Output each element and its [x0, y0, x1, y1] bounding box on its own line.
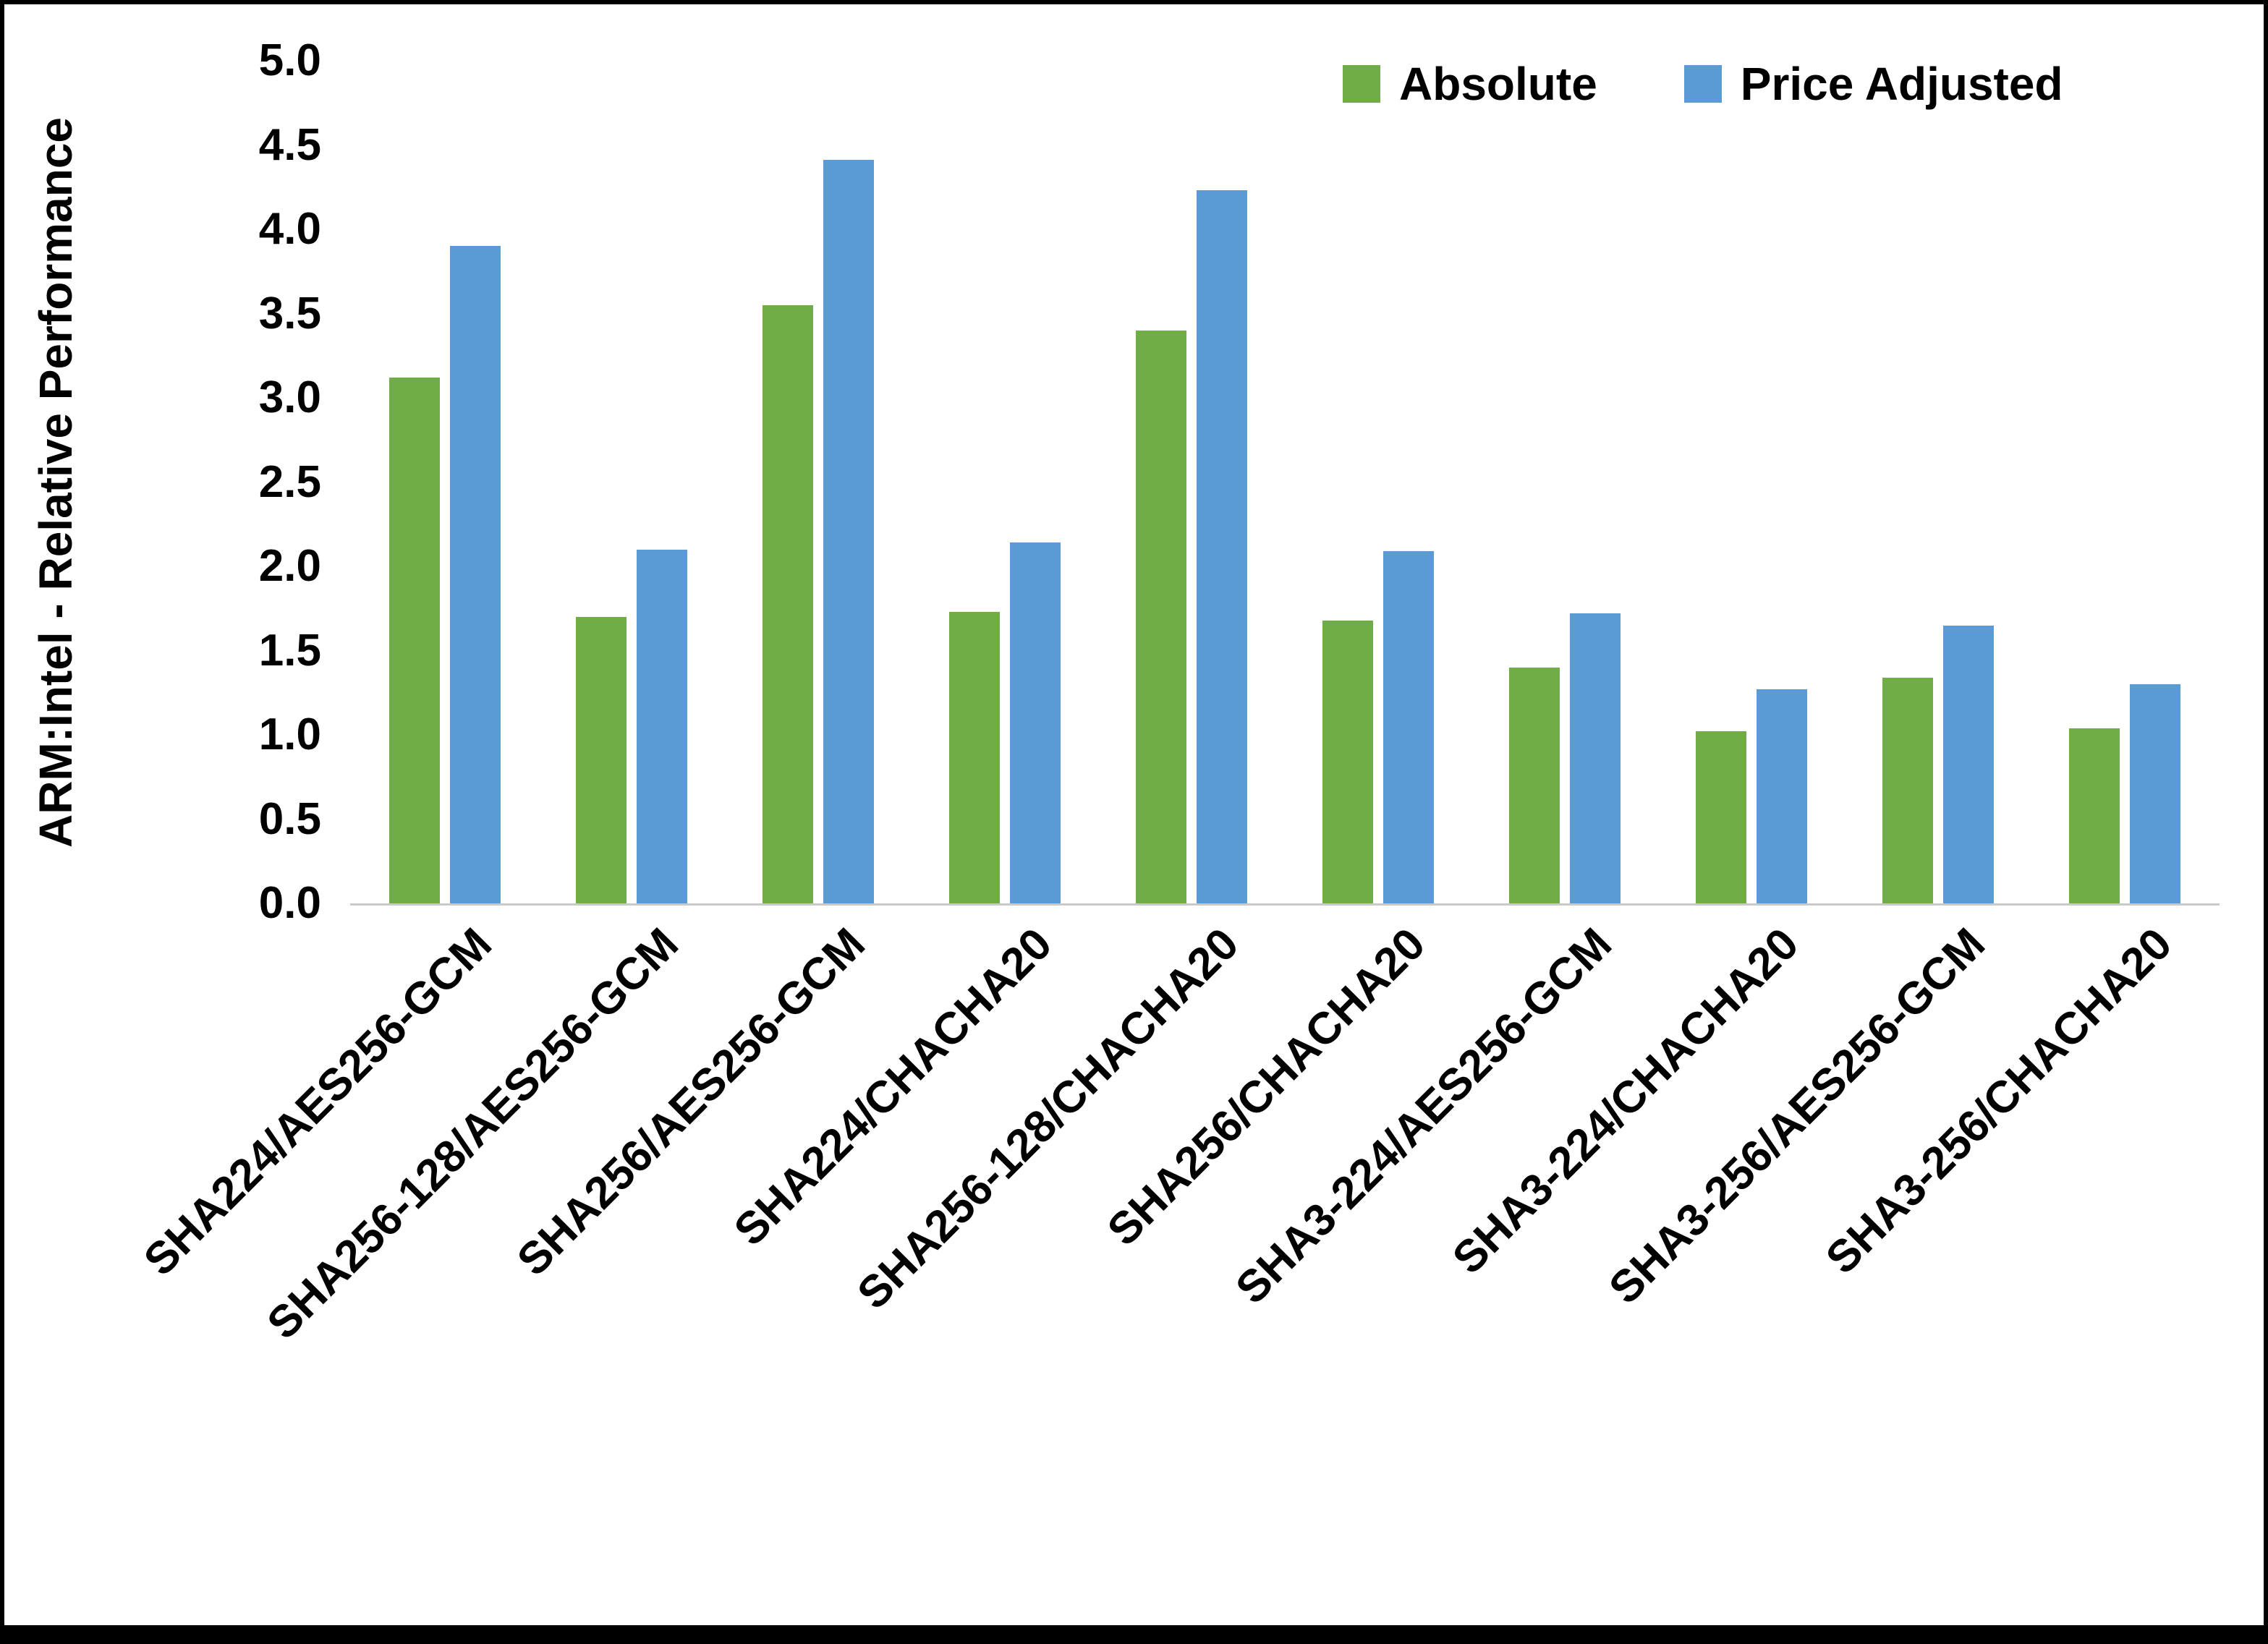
bar-price-adjusted [1383, 551, 1434, 903]
legend-item-price-adjusted: Price Adjusted [1683, 58, 2063, 110]
bar-price-adjusted [1757, 689, 1807, 903]
x-category-label-text: SHA256/AES256-GCM [508, 919, 875, 1286]
legend-swatch [1683, 65, 1722, 103]
bar-absolute [763, 304, 813, 903]
x-category-label-text: SHA224/CHACHA20 [724, 919, 1062, 1256]
legend-item-absolute: Absolute [1343, 61, 1597, 107]
y-tick-label: 2.0 [258, 541, 321, 591]
y-tick-label: 4.0 [258, 204, 321, 254]
y-tick-label: 4.5 [258, 119, 321, 170]
y-tick-label: 2.5 [258, 456, 321, 507]
y-tick-label: 3.5 [258, 288, 321, 338]
bar-price-adjusted [2130, 684, 2180, 903]
x-category-label-text: SHA256/CHACHA20 [1097, 919, 1435, 1256]
y-tick-label: 0.5 [258, 793, 321, 844]
x-axis-line [350, 903, 2220, 906]
x-category-label-text: SHA3-256/CHACHA20 [1816, 919, 2182, 1284]
legend-label: Absolute [1399, 58, 1597, 110]
x-category-label-text: SHA3-256/AES256-GCM [1600, 919, 1995, 1314]
bar-price-adjusted [637, 549, 687, 903]
legend: Absolute Price Adjusted [1343, 61, 2063, 107]
bar-absolute [2069, 728, 2120, 903]
y-tick-label: 5.0 [258, 35, 321, 85]
bar-absolute [389, 378, 440, 903]
bar-absolute [949, 611, 1000, 903]
bar-price-adjusted [1570, 613, 1621, 903]
bar-price-adjusted [450, 246, 501, 903]
y-tick-label: 1.5 [258, 625, 321, 676]
legend-label: Price Adjusted [1740, 58, 2063, 110]
bar-absolute [1136, 330, 1186, 903]
legend-swatch [1343, 65, 1380, 103]
y-tick-label: 0.0 [258, 878, 321, 928]
x-category-label-text: SHA224/AES256-GCM [135, 919, 502, 1286]
bar-price-adjusted [1010, 542, 1061, 903]
x-category-label-text: SHA3-224/AES256-GCM [1226, 919, 1622, 1314]
bar-price-adjusted [823, 160, 874, 903]
y-tick-label: 1.0 [258, 710, 321, 759]
bar-absolute [576, 616, 627, 903]
x-category-label-text: SHA3-224/CHACHA20 [1443, 919, 1809, 1284]
bar-absolute [1882, 677, 1933, 903]
bar-price-adjusted [1197, 190, 1247, 903]
bar-price-adjusted [1943, 625, 1994, 903]
x-category-label-text: SHA256-128/CHACHA20 [847, 919, 1249, 1319]
bar-absolute [1696, 731, 1746, 903]
bar-absolute [1509, 667, 1560, 903]
bar-absolute [1322, 620, 1373, 903]
y-tick-label: 3.0 [258, 372, 321, 422]
